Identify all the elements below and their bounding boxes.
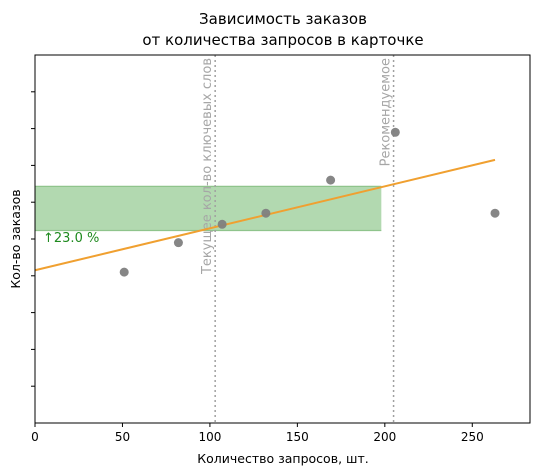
plot-area: Текущее кол-во ключевых слов Рекомендуемо…: [31, 54, 531, 444]
increase-band: [35, 186, 382, 231]
x-tick-label-2: 50: [115, 430, 130, 444]
plot-frame: [34, 54, 531, 424]
x-tick-label-3: 100: [198, 430, 221, 444]
increase-label: ↑23.0 %: [43, 231, 99, 246]
data-point-4: [261, 208, 271, 218]
x-axis-label: Количество запросов, шт.: [197, 451, 368, 466]
data-point-1: [119, 267, 129, 277]
chart-title-line2: от количества запросов в карточке: [142, 31, 423, 49]
data-point-7: [490, 208, 500, 218]
data-point-6: [390, 127, 400, 137]
data-point-3: [217, 219, 227, 229]
chart-title-line1: Зависимость заказов: [199, 10, 367, 28]
x-tick-label-1: 0: [31, 430, 39, 444]
data-point-5: [326, 175, 336, 185]
y-axis-label: Кол-во заказов: [8, 189, 23, 288]
vertical-line-label-2: Рекомендуемое: [379, 58, 394, 166]
x-tick-label-6: 250: [461, 430, 484, 444]
x-tick-label-4: 150: [286, 430, 309, 444]
x-tick-label-5: 200: [373, 430, 396, 444]
data-point-2: [173, 238, 183, 248]
vertical-line-label-1: Текущее кол-во ключевых слов: [200, 58, 215, 275]
